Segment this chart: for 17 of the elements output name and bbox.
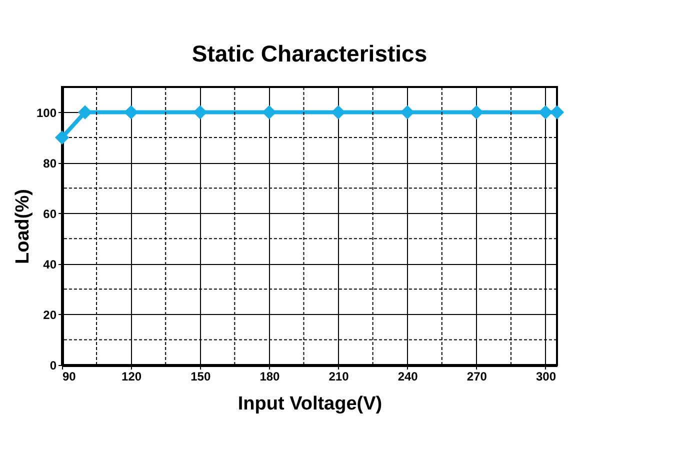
x-tick-label: 210 [328,370,350,384]
y-axis-title: Load(%) [12,189,34,264]
x-tick-label: 300 [536,370,556,384]
x-tick-label: 120 [122,370,142,384]
y-tick-label: 40 [43,257,57,272]
x-tick-label: 90 [62,370,76,384]
x-tick-label: 240 [398,370,418,384]
y-tick-label: 80 [43,156,57,170]
y-tick-label: 20 [43,308,57,322]
x-tick-label: 150 [190,370,211,384]
y-tick-label: 0 [50,358,57,372]
x-tick-label: 270 [466,370,488,384]
x-tick-label: 180 [260,370,280,384]
y-tick-label: 100 [36,106,57,120]
y-tick-label: 60 [43,206,57,221]
x-axis-title: Input Voltage(V) [238,394,382,414]
chart-title: Static Characteristics [192,40,428,66]
